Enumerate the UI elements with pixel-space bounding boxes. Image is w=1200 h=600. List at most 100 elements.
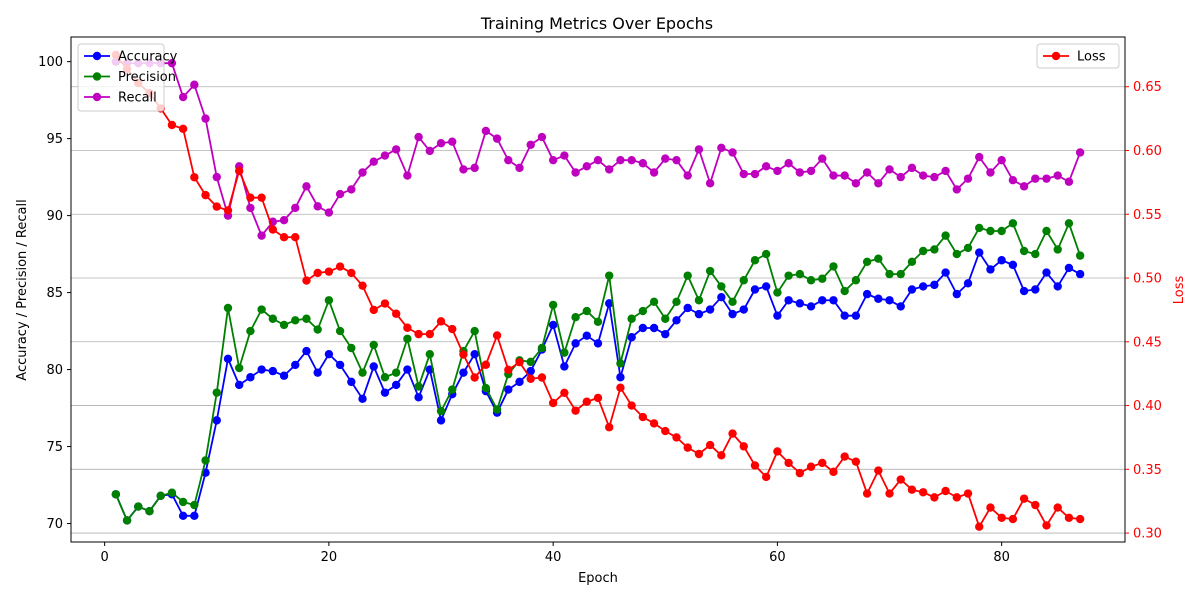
recall-point: [302, 182, 311, 191]
precision-point: [111, 490, 121, 499]
recall-point: [627, 155, 636, 165]
recall-point: [896, 172, 905, 182]
recall-point: [190, 80, 199, 89]
recall-point: [504, 155, 513, 165]
precision-point: [481, 383, 491, 393]
y-right-tick-label: 0.45: [1133, 335, 1162, 350]
recall-legend-marker: [92, 92, 102, 102]
x-tick-label: 60: [769, 550, 786, 565]
accuracy-point: [1064, 263, 1074, 273]
loss-point: [717, 451, 726, 460]
recall-point: [425, 146, 435, 156]
loss-point: [840, 452, 849, 461]
precision-point: [784, 271, 793, 280]
recall-point: [1042, 174, 1051, 183]
accuracy-point: [717, 292, 726, 302]
accuracy-point: [391, 380, 401, 390]
accuracy-point: [829, 296, 838, 305]
precision-point: [941, 231, 950, 240]
recall-point: [201, 114, 210, 123]
precision-point: [358, 368, 367, 377]
loss-point: [761, 472, 771, 482]
x-tick-label: 0: [100, 550, 108, 565]
loss-point: [324, 267, 334, 276]
accuracy-point: [560, 362, 569, 371]
recall-point: [436, 139, 446, 148]
loss-point: [548, 398, 558, 408]
y-left-tick-label: 80: [46, 363, 63, 378]
loss-point: [582, 397, 591, 406]
loss-point: [302, 276, 311, 285]
precision-point: [582, 306, 591, 316]
y-right-tick-label: 0.30: [1133, 527, 1162, 542]
recall-legend-label: Recall: [118, 91, 157, 106]
loss-point: [167, 120, 177, 130]
recall-point: [593, 155, 603, 165]
loss-point: [829, 467, 838, 477]
recall-point: [1031, 174, 1040, 183]
precision-point: [425, 349, 435, 359]
loss-point: [313, 268, 322, 278]
accuracy-point: [661, 329, 670, 339]
recall-point: [178, 92, 188, 102]
recall-point: [818, 154, 827, 163]
accuracy-point: [795, 299, 805, 308]
recall-point: [515, 163, 524, 173]
accuracy-point: [190, 511, 199, 521]
precision-point: [313, 325, 322, 334]
precision-point: [178, 497, 188, 507]
accuracy-point: [380, 388, 390, 397]
accuracy-point: [212, 416, 221, 425]
precision-point: [1019, 246, 1029, 256]
accuracy-point: [291, 360, 300, 370]
precision-point: [717, 282, 726, 291]
precision-point: [134, 502, 143, 511]
recall-point: [212, 172, 221, 182]
precision-point: [1042, 226, 1051, 236]
recall-point: [459, 165, 468, 174]
accuracy-point: [358, 394, 367, 404]
recall-point: [829, 171, 838, 180]
legend-left: Accuracy Precision Recall: [77, 43, 178, 112]
loss-point: [391, 309, 401, 318]
loss-point: [784, 458, 793, 468]
recall-point: [1075, 148, 1085, 157]
precision-point: [907, 257, 917, 266]
recall-point: [975, 152, 984, 162]
accuracy-point: [369, 362, 378, 371]
recall-point: [560, 151, 569, 160]
loss-point: [605, 423, 614, 432]
recall-point: [717, 143, 726, 153]
loss-point: [593, 393, 603, 403]
loss-point: [649, 419, 659, 428]
loss-point: [526, 374, 535, 383]
accuracy-point: [739, 305, 748, 314]
recall-point: [369, 157, 378, 166]
loss-point: [918, 488, 928, 497]
precision-point: [739, 276, 748, 285]
recall-point: [403, 171, 412, 180]
loss-point: [986, 503, 995, 512]
x-axis: 0 20 40 60 80: [100, 542, 1010, 565]
y-left-tick-label: 100: [38, 55, 63, 70]
loss-point: [380, 299, 390, 308]
recall-point: [795, 168, 805, 177]
accuracy-point: [1031, 285, 1040, 294]
x-tick-label: 40: [545, 550, 562, 565]
recall-point: [918, 171, 928, 180]
accuracy-point: [616, 373, 625, 382]
loss-point: [223, 206, 233, 215]
loss-point: [1031, 500, 1040, 510]
loss-point: [672, 433, 681, 442]
recall-point: [806, 166, 816, 176]
recall-point: [694, 145, 704, 154]
loss-point: [739, 442, 748, 451]
precision-point: [930, 245, 939, 254]
recall-point: [907, 163, 917, 173]
accuracy-point: [694, 309, 704, 319]
loss-point: [268, 225, 278, 234]
accuracy-point: [515, 377, 524, 387]
accuracy-point: [952, 289, 962, 299]
loss-point: [907, 485, 917, 494]
accuracy-point: [1075, 269, 1085, 279]
